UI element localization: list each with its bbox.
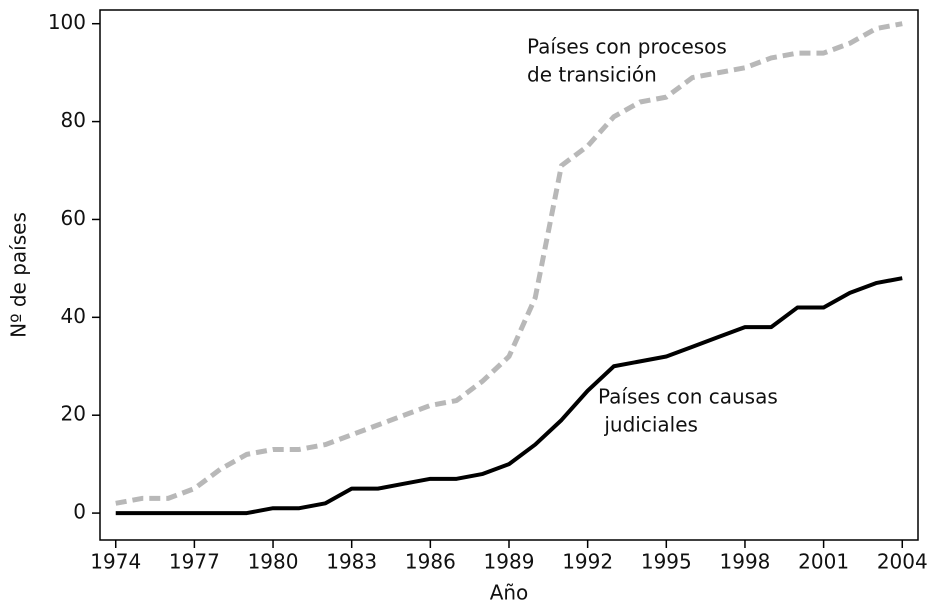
x-tick-label: 2001 xyxy=(798,550,849,574)
annotation: Países con procesos xyxy=(527,35,727,59)
x-tick-label: 2004 xyxy=(877,550,928,574)
y-axis-label: Nº de países xyxy=(7,212,31,338)
x-tick-label: 1986 xyxy=(405,550,456,574)
x-tick-label: 1980 xyxy=(248,550,299,574)
y-tick-label: 80 xyxy=(61,108,86,132)
x-tick-label: 1989 xyxy=(484,550,535,574)
y-tick-label: 100 xyxy=(48,10,86,34)
annotation: Países con causas xyxy=(598,385,778,409)
y-tick-label: 40 xyxy=(61,304,86,328)
series-line xyxy=(115,21,903,506)
x-tick-label: 1998 xyxy=(720,550,771,574)
x-tick-label: 1983 xyxy=(326,550,377,574)
x-tick-label: 1977 xyxy=(169,550,220,574)
annotation: judiciales xyxy=(598,413,698,437)
x-axis-label: Año xyxy=(490,581,529,605)
plot-frame xyxy=(99,9,919,541)
series-line xyxy=(115,276,903,516)
annotation: de transición xyxy=(527,63,657,87)
y-tick-label: 0 xyxy=(73,500,86,524)
x-tick-label: 1995 xyxy=(641,550,692,574)
y-tick-label: 60 xyxy=(61,206,86,230)
x-tick-label: 1992 xyxy=(562,550,613,574)
y-tick-label: 20 xyxy=(61,402,86,426)
x-tick-label: 1974 xyxy=(90,550,141,574)
